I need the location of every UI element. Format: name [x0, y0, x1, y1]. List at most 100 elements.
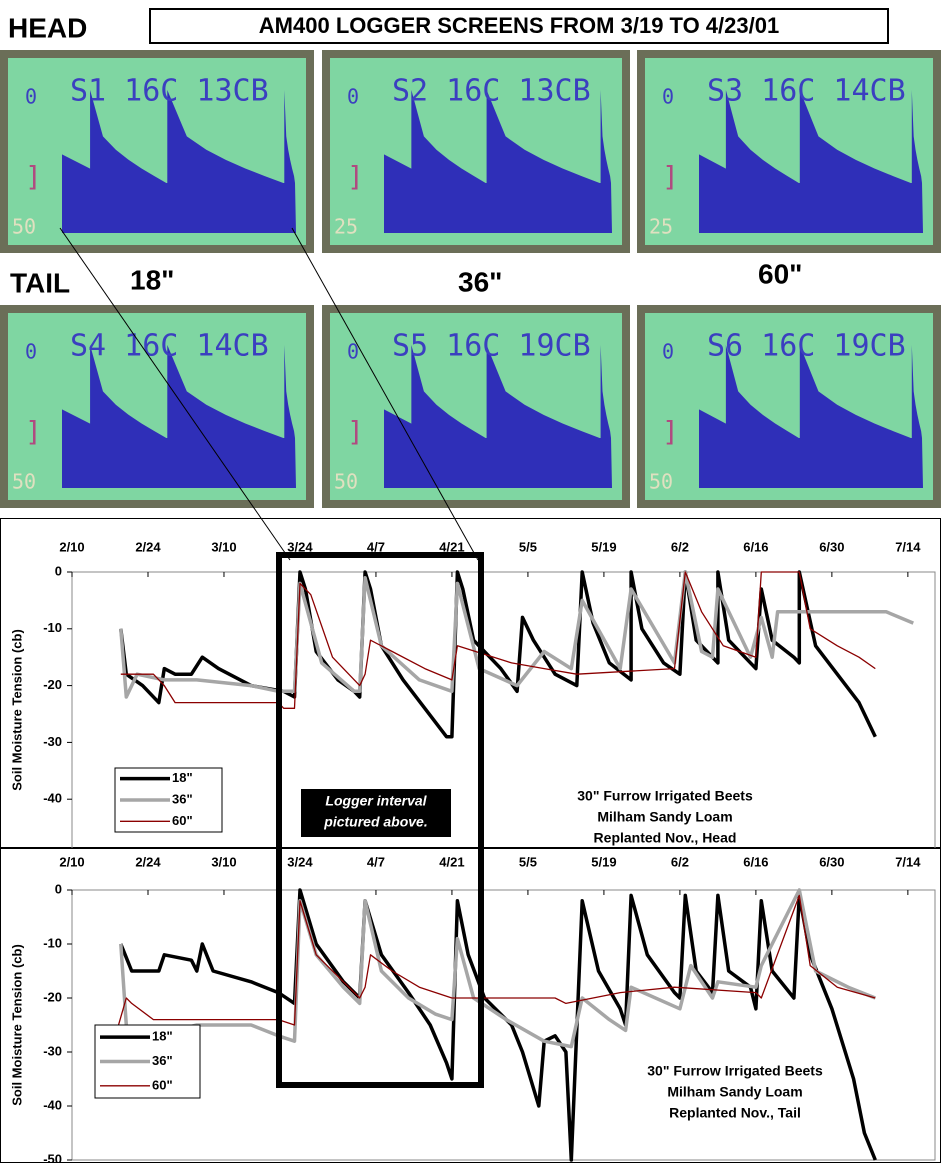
chart-bg — [0, 848, 941, 1163]
box-label-bg — [301, 789, 451, 837]
screen-bottom: 50 — [334, 470, 358, 494]
screen-graph — [699, 345, 923, 488]
x-tick-label: 3/24 — [287, 539, 313, 554]
screen-top: 0 — [662, 85, 674, 109]
x-tick-label: 5/5 — [519, 854, 537, 869]
x-tick-label: 6/16 — [743, 854, 768, 869]
x-tick-label: 6/30 — [819, 854, 844, 869]
screen-mid: ] — [662, 160, 679, 193]
screen-mid: ] — [25, 160, 42, 193]
x-tick-label: 2/10 — [59, 854, 84, 869]
x-tick-label: 4/7 — [367, 539, 385, 554]
annotation: 30" Furrow Irrigated Beets — [577, 788, 753, 804]
legend-label: 60" — [152, 1077, 173, 1092]
charts: 0-10-20-30-40-502/102/243/103/244/74/215… — [0, 518, 941, 1163]
y-tick-label: -50 — [43, 847, 62, 862]
overlay: Logger interval pictured above. — [59, 227, 484, 1088]
screen-label: S4 16C 14CB — [70, 329, 269, 364]
legend-label: 18" — [152, 1029, 173, 1044]
x-tick-label: 4/7 — [367, 854, 385, 869]
x-tick-label: 7/14 — [895, 854, 921, 869]
title-box — [149, 8, 889, 44]
y-tick-label: 0 — [55, 563, 62, 578]
screen-graph — [384, 345, 612, 488]
legend-label: 60" — [172, 813, 193, 828]
legend-label: 36" — [152, 1053, 173, 1068]
y-tick-label: -40 — [43, 791, 62, 806]
x-tick-label: 6/2 — [671, 539, 689, 554]
page-title: AM400 LOGGER SCREENS FROM 3/19 TO 4/23/0… — [259, 13, 779, 38]
screen-top: 0 — [25, 340, 37, 364]
y-tick-label: -10 — [43, 935, 62, 950]
screen-graph — [62, 345, 296, 488]
y-axis-label: Soil Moisture Tension (cb) — [9, 944, 24, 1106]
screen-bottom: 25 — [334, 215, 358, 239]
x-tick-label: 6/16 — [743, 539, 768, 554]
plot-frame — [71, 571, 936, 848]
screen-graph — [384, 90, 612, 233]
x-tick-label: 5/19 — [591, 539, 616, 554]
y-tick-label: 0 — [55, 881, 62, 896]
screen-mid: ] — [347, 415, 364, 448]
screen-graph — [62, 90, 296, 233]
legend-label: 36" — [172, 791, 193, 806]
y-tick-label: -30 — [43, 1043, 62, 1058]
chart: 0 -10 -20 -30 -40 -50 2/10 2/24 3/10 3/24 4/7 4/21 5… — [0, 518, 941, 862]
tail-label: TAIL — [10, 267, 70, 298]
x-tick-label: 2/24 — [135, 854, 161, 869]
screen-label: S1 16C 13CB — [70, 74, 269, 109]
screen-mid: ] — [347, 160, 364, 193]
x-tick-label: 2/24 — [135, 539, 161, 554]
interval-box — [276, 552, 484, 1088]
x-tick-label: 3/10 — [211, 854, 236, 869]
plot: 0 -10 -20 -30 -40 -50 — [43, 881, 936, 1163]
screen-mid: ] — [25, 415, 42, 448]
screen-top: 0 — [25, 85, 37, 109]
x-tick-label: 4/21 — [439, 854, 464, 869]
connector — [59, 227, 291, 561]
y-tick-label: -20 — [43, 989, 62, 1004]
depth-label: 18" — [130, 264, 174, 295]
screen-top: 0 — [662, 340, 674, 364]
series-line — [119, 888, 876, 1049]
box-label: pictured above. — [323, 814, 427, 830]
legend-label: 18" — [172, 770, 193, 785]
box-label: Logger interval — [325, 793, 427, 809]
screen-graph — [699, 90, 923, 233]
annotation: Replanted Nov., Tail — [669, 1105, 801, 1121]
annotation: 30" Furrow Irrigated Beets — [647, 1063, 823, 1079]
connector — [291, 227, 479, 561]
depth-label: 60" — [758, 258, 802, 289]
screen-label: S5 16C 19CB — [392, 329, 591, 364]
x-tick-label: 4/21 — [439, 539, 464, 554]
screen-top: 0 — [347, 85, 359, 109]
y-tick-label: -40 — [43, 1097, 62, 1112]
x-tick-label: 6/30 — [819, 539, 844, 554]
x-tick-label: 5/19 — [591, 854, 616, 869]
y-tick-label: -50 — [43, 1151, 62, 1163]
screen-label: S6 16C 19CB — [707, 329, 906, 364]
y-tick-label: -30 — [43, 734, 62, 749]
depth-label: 36" — [458, 266, 502, 297]
screen-bottom: 50 — [12, 215, 36, 239]
head-label: HEAD — [8, 12, 87, 43]
annotation: Milham Sandy Loam — [667, 1084, 802, 1100]
series-line — [120, 571, 876, 709]
screen-label: S3 16C 14CB — [707, 74, 906, 109]
annotation: Milham Sandy Loam — [597, 809, 732, 825]
screen-top: 0 — [347, 340, 359, 364]
plot: 0 -10 -20 -30 -40 -50 — [43, 563, 936, 862]
screen-bottom: 50 — [12, 470, 36, 494]
screen-mid: ] — [662, 415, 679, 448]
x-tick-label: 5/5 — [519, 539, 537, 554]
x-tick-label: 7/14 — [895, 539, 921, 554]
screens: S1 16C 13CB 0] 50 S2 16C 13CB 0] 25 S3 16C 14C… — [0, 50, 941, 508]
x-tick-label: 3/24 — [287, 854, 313, 869]
y-tick-label: -20 — [43, 677, 62, 692]
x-tick-label: 2/10 — [59, 539, 84, 554]
plot-frame — [71, 889, 936, 1161]
x-tick-label: 3/10 — [211, 539, 236, 554]
y-tick-label: -10 — [43, 620, 62, 635]
